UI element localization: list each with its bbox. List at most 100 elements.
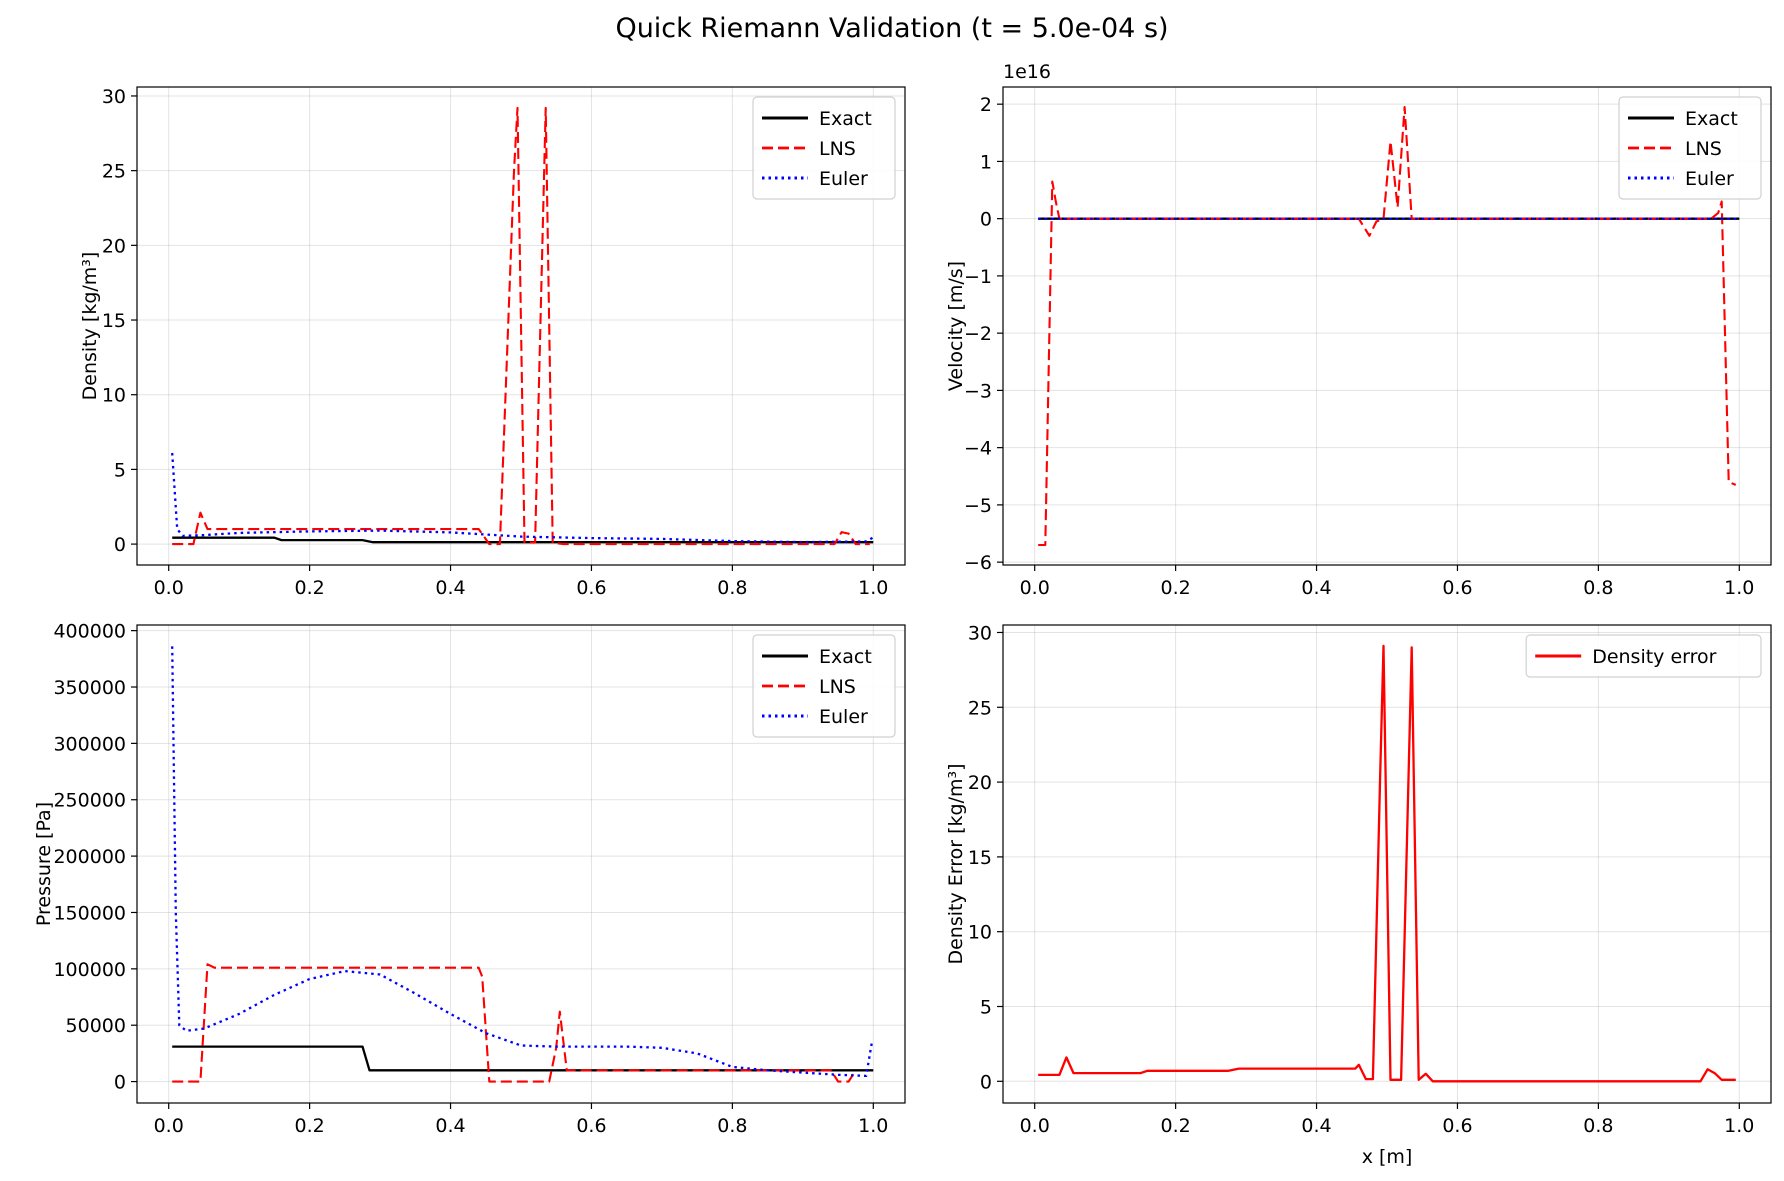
legend-box — [1618, 96, 1762, 200]
legend-label: Exact — [819, 646, 872, 668]
y-tick-label: 200000 — [53, 846, 126, 868]
series-line-lns — [1038, 105, 1737, 547]
y-tick-label: 5 — [980, 997, 992, 1019]
x-tick-label: 1.0 — [858, 577, 888, 599]
y-axis-label: Pressure [Pa] — [33, 802, 55, 926]
x-tick-label: 0.0 — [1020, 577, 1050, 599]
series-line-euler — [171, 452, 874, 544]
y-tick-label: 150000 — [53, 902, 126, 924]
x-tick-label: 1.0 — [858, 1115, 888, 1137]
y-tick-label: 0 — [114, 1072, 126, 1094]
y-tick-label: 5 — [114, 459, 126, 481]
axis-offset-text: 1e16 — [1003, 61, 1051, 83]
pressure-panel: 0.0 0.2 0.4 0.6 0.8 1.0 0 50000 100000 150000 2000… — [33, 621, 906, 1137]
y-tick-label: 100000 — [53, 959, 126, 981]
legend: Density error — [1525, 634, 1762, 678]
y-tick-label: 400000 — [53, 621, 126, 643]
density-error-panel: 0.0 0.2 0.4 0.6 0.8 1.0 0 5 10 15 20 25 30 Density Er… — [945, 622, 1772, 1168]
legend-label: LNS — [819, 138, 856, 160]
x-tick-label: 1.0 — [1724, 1115, 1754, 1137]
series-line-density-error — [1038, 644, 1736, 1083]
y-tick-label: 300000 — [53, 733, 126, 755]
y-tick-label: 1 — [980, 151, 992, 173]
series-line-lns — [172, 106, 870, 546]
y-tick-label: 10 — [968, 922, 992, 944]
legend-box — [752, 96, 896, 200]
y-tick-label: 30 — [968, 622, 992, 644]
plot-frame — [1002, 624, 1772, 1104]
series-group — [171, 106, 874, 546]
legend-label: LNS — [1685, 138, 1722, 160]
x-tick-label: 0.2 — [1161, 1115, 1191, 1137]
y-tick-label: −3 — [964, 380, 992, 402]
y-tick-label: 25 — [102, 161, 126, 183]
y-tick-label: 250000 — [53, 790, 126, 812]
x-tick-label: 0.2 — [295, 577, 325, 599]
plot-frame — [1002, 86, 1772, 566]
x-tick-label: 0.0 — [154, 1115, 184, 1137]
y-tick-label: 10 — [102, 385, 126, 407]
y-tick-label: 15 — [968, 847, 992, 869]
x-tick-label: 0.4 — [1301, 1115, 1331, 1137]
x-tick-label: 0.4 — [1301, 577, 1331, 599]
legend-label: Exact — [1685, 108, 1738, 130]
x-tick-label: 0.6 — [576, 1115, 606, 1137]
legend-label: Euler — [819, 168, 868, 190]
y-axis-label: Velocity [m/s] — [945, 261, 967, 391]
y-tick-label: 350000 — [53, 677, 126, 699]
y-tick-label: 0 — [980, 209, 992, 231]
x-tick-label: 0.6 — [1442, 1115, 1472, 1137]
y-tick-label: −1 — [964, 266, 992, 288]
legend: Exact LNS Euler — [752, 634, 896, 738]
x-tick-label: 0.0 — [1020, 1115, 1050, 1137]
series-group — [171, 646, 874, 1083]
y-axis-label: Density Error [kg/m³] — [945, 763, 967, 964]
x-tick-label: 0.6 — [1442, 577, 1472, 599]
x-tick-label: 0.2 — [1161, 577, 1191, 599]
y-tick-label: 2 — [980, 94, 992, 116]
x-tick-label: 0.0 — [154, 577, 184, 599]
x-tick-label: 0.8 — [1583, 577, 1613, 599]
velocity-panel: 0.0 0.2 0.4 0.6 0.8 1.0 −6 −5 −4 −3 −2 −1 0 1 2 1e16 Vel… — [945, 61, 1772, 599]
y-tick-label: 0 — [980, 1071, 992, 1093]
legend-label: Euler — [819, 706, 868, 728]
legend-box — [1525, 634, 1762, 678]
y-tick-label: 0 — [114, 534, 126, 556]
series-line-lns — [172, 963, 857, 1083]
y-axis-label: Density [kg/m³] — [79, 252, 101, 401]
x-axis-label: x [m] — [1362, 1146, 1413, 1168]
y-tick-label: −5 — [964, 495, 992, 517]
x-tick-label: 0.6 — [576, 577, 606, 599]
density-panel: 0.0 0.2 0.4 0.6 0.8 1.0 0 5 10 15 20 25 30 Density [k… — [79, 86, 906, 599]
legend-label: LNS — [819, 676, 856, 698]
x-tick-label: 0.4 — [435, 1115, 465, 1137]
x-tick-label: 0.4 — [435, 577, 465, 599]
legend-label: Density error — [1592, 646, 1716, 668]
series-line-exact — [172, 536, 874, 544]
x-tick-label: 0.8 — [717, 1115, 747, 1137]
legend-box — [752, 634, 896, 738]
plot-frame — [136, 624, 906, 1104]
y-tick-label: 30 — [102, 86, 126, 108]
x-tick-label: 1.0 — [1724, 577, 1754, 599]
y-tick-label: 20 — [102, 235, 126, 257]
x-tick-label: 0.8 — [1583, 1115, 1613, 1137]
legend: Exact LNS Euler — [752, 96, 896, 200]
plot-frame — [136, 86, 906, 566]
y-tick-label: −4 — [964, 438, 992, 460]
y-tick-label: 50000 — [66, 1015, 126, 1037]
y-tick-label: 25 — [968, 697, 992, 719]
x-tick-label: 0.8 — [717, 577, 747, 599]
y-tick-label: 20 — [968, 772, 992, 794]
y-tick-label: 15 — [102, 310, 126, 332]
y-tick-label: −6 — [964, 552, 992, 574]
legend-label: Euler — [1685, 168, 1734, 190]
series-line-exact — [172, 1045, 874, 1072]
series-group — [1038, 644, 1736, 1083]
legend: Exact LNS Euler — [1618, 96, 1762, 200]
legend-label: Exact — [819, 108, 872, 130]
series-group — [1038, 105, 1740, 547]
series-line-euler — [171, 646, 874, 1078]
y-tick-label: −2 — [964, 323, 992, 345]
